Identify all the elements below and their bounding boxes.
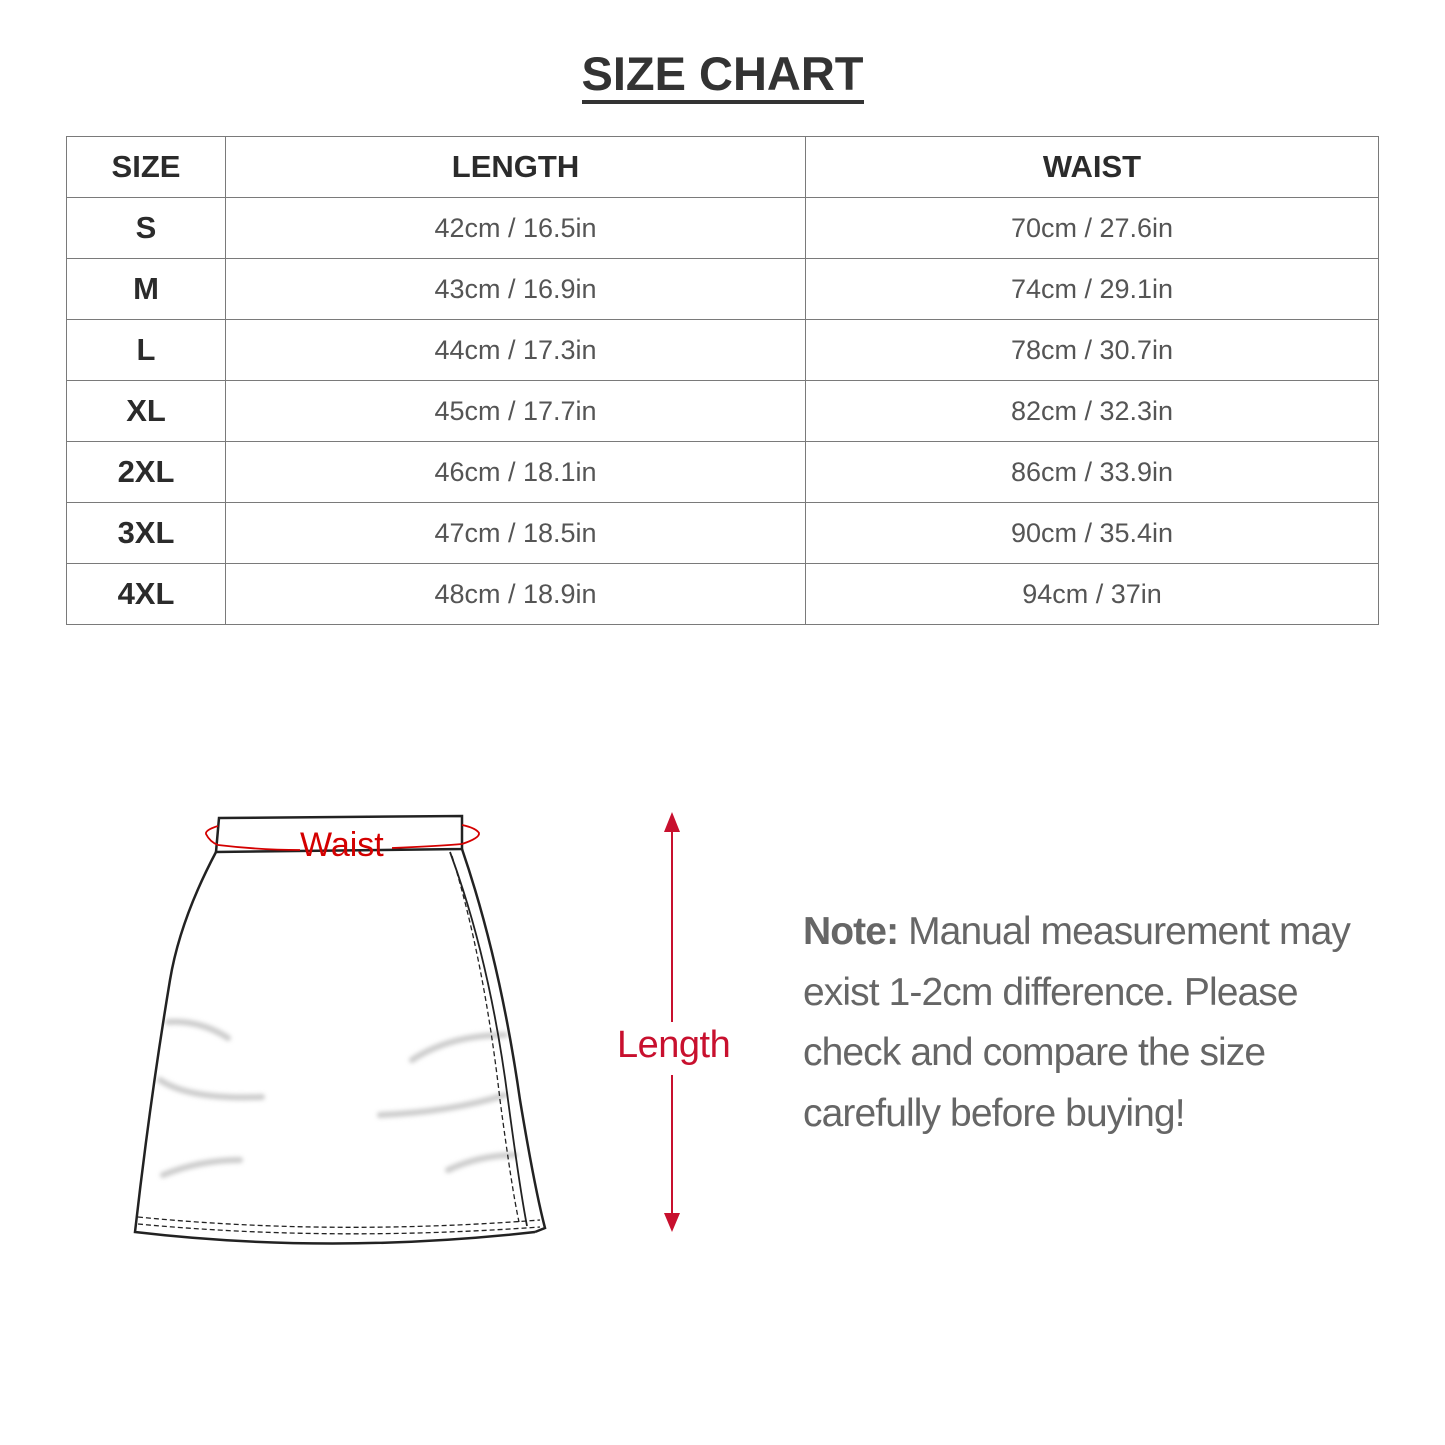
table-row: L 44cm / 17.3in 78cm / 30.7in (66, 319, 1379, 381)
length-cell: 42cm / 16.5in (225, 197, 806, 259)
table-row: XL 45cm / 17.7in 82cm / 32.3in (66, 380, 1379, 442)
header-waist: WAIST (805, 136, 1379, 198)
size-cell: 2XL (66, 441, 226, 503)
size-table: SIZE LENGTH WAIST S 42cm / 16.5in 70cm / 2… (66, 136, 1379, 625)
table-row: S 42cm / 16.5in 70cm / 27.6in (66, 197, 1379, 259)
title-text: SIZE CHART (581, 48, 864, 104)
waist-cell: 94cm / 37in (805, 563, 1379, 625)
waist-label: Waist (300, 826, 384, 864)
header-size: SIZE (66, 136, 226, 198)
waist-measure (205, 824, 480, 851)
size-cell: L (66, 319, 226, 381)
size-cell: 3XL (66, 502, 226, 564)
skirt-drawing (133, 814, 547, 1245)
length-label: Length (617, 1024, 731, 1067)
length-cell: 46cm / 18.1in (225, 441, 806, 503)
waist-cell: 70cm / 27.6in (805, 197, 1379, 259)
length-arrow (664, 812, 680, 1232)
header-length: LENGTH (225, 136, 806, 198)
table-header-row: SIZE LENGTH WAIST (66, 136, 1379, 198)
table-row: 4XL 48cm / 18.9in 94cm / 37in (66, 563, 1379, 625)
waist-cell: 82cm / 32.3in (805, 380, 1379, 442)
waist-cell: 86cm / 33.9in (805, 441, 1379, 503)
size-cell: XL (66, 380, 226, 442)
length-cell: 48cm / 18.9in (225, 563, 806, 625)
note-label: Note: (803, 910, 899, 953)
length-cell: 45cm / 17.7in (225, 380, 806, 442)
note: Note: Manual measurement may exist 1-2cm… (803, 902, 1383, 1144)
table-row: 2XL 46cm / 18.1in 86cm / 33.9in (66, 441, 1379, 503)
page-title: SIZE CHART (0, 48, 1445, 104)
waist-cell: 90cm / 35.4in (805, 502, 1379, 564)
waist-cell: 74cm / 29.1in (805, 258, 1379, 320)
size-cell: 4XL (66, 563, 226, 625)
note-text: Manual measurement may exist 1-2cm diffe… (803, 910, 1351, 1135)
waist-cell: 78cm / 30.7in (805, 319, 1379, 381)
table-row: M 43cm / 16.9in 74cm / 29.1in (66, 258, 1379, 320)
length-cell: 43cm / 16.9in (225, 258, 806, 320)
